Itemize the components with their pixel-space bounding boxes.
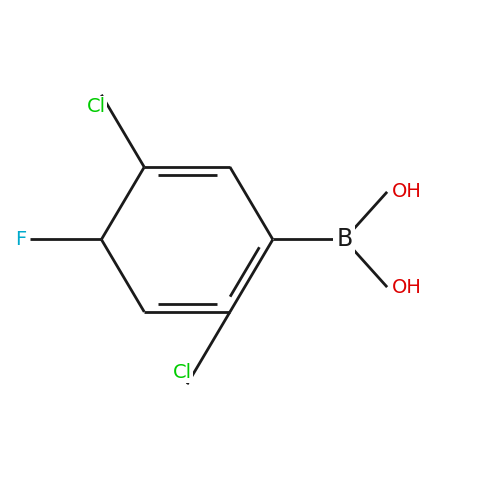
Text: B: B: [336, 228, 353, 251]
Text: Cl: Cl: [87, 97, 106, 116]
Text: OH: OH: [392, 182, 422, 201]
Text: Cl: Cl: [173, 363, 192, 382]
Text: OH: OH: [392, 278, 422, 297]
Text: F: F: [15, 230, 26, 249]
